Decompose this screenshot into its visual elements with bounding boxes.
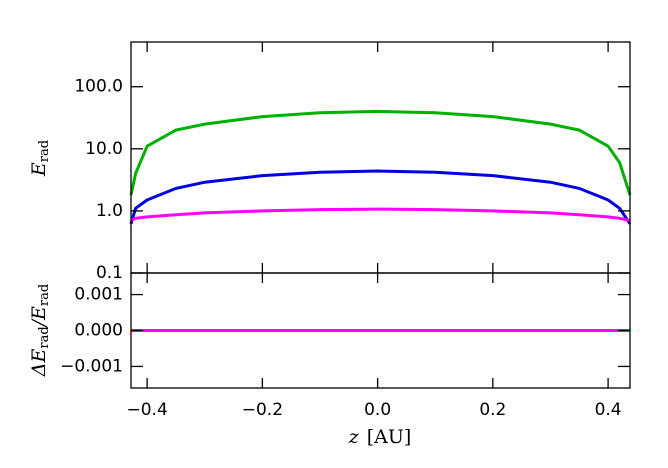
x-tick-label: −0.2 bbox=[242, 400, 283, 420]
y-label: ΔErad/Erad bbox=[28, 284, 52, 377]
y-tick-label: 0.000 bbox=[74, 321, 123, 341]
y-label: Erad bbox=[28, 140, 52, 177]
plot-frame bbox=[130, 272, 631, 389]
y-label-main: ΔE bbox=[28, 349, 50, 378]
y-label-sub: rad bbox=[37, 284, 52, 306]
y-tick-label: 0.001 bbox=[74, 285, 123, 305]
x-label: z [AU] bbox=[348, 426, 412, 448]
y-tick-label: 10.0 bbox=[85, 139, 123, 159]
x-tick-label: 0.2 bbox=[479, 400, 506, 420]
data-line bbox=[129, 169, 632, 225]
y-tick-label: −0.001 bbox=[60, 356, 123, 376]
x-label-unit: [AU] bbox=[367, 426, 412, 448]
data-line bbox=[130, 207, 631, 222]
x-tick-label: 0.4 bbox=[595, 400, 622, 420]
y-label-main: E bbox=[28, 162, 50, 177]
y-tick-label: 100.0 bbox=[74, 77, 123, 97]
y-tick-label: 0.1 bbox=[96, 263, 123, 283]
y-label-main: /E bbox=[28, 306, 50, 328]
y-label-sub: rad bbox=[37, 326, 52, 348]
y-tick-label: 1.0 bbox=[96, 201, 123, 221]
plot-frame bbox=[130, 41, 631, 274]
data-line bbox=[129, 109, 632, 196]
x-tick-label: 0.0 bbox=[364, 400, 391, 420]
x-label-main: z bbox=[348, 426, 360, 448]
y-label-sub: rad bbox=[37, 140, 52, 162]
x-tick-label: −0.4 bbox=[126, 400, 167, 420]
